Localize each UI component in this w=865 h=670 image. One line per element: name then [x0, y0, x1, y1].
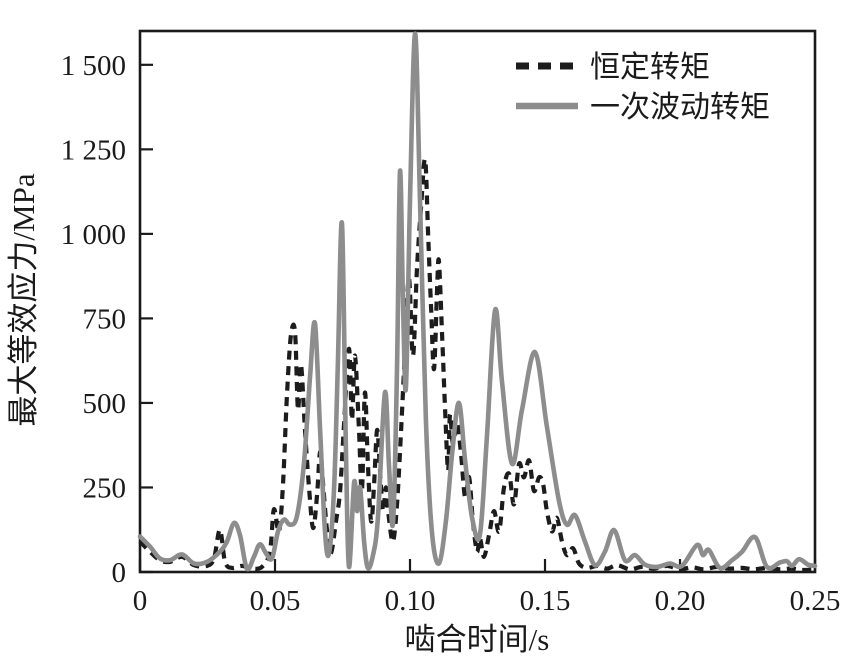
y-axis-title: 最大等效应力/MPa [6, 173, 41, 426]
axes-layer: 0 0.05 0.10 0.15 0.20 0.25 0 250 500 750 1 000 1 25… [61, 29, 841, 617]
y-tick-label: 1 500 [61, 50, 126, 82]
y-tick-label: 0 [112, 557, 127, 589]
x-tick-label: 0 [133, 585, 148, 617]
x-tick-label: 0.10 [385, 585, 436, 617]
y-tick-label: 250 [83, 472, 127, 504]
legend: 恒定转矩 一次波动转矩 [516, 51, 770, 124]
plot-border [138, 29, 817, 574]
x-tick-label: 0.15 [520, 585, 571, 617]
y-tick-label: 1 000 [61, 219, 126, 251]
series-line-constant-torque [138, 157, 816, 573]
series-layer [137, 31, 818, 573]
x-axis-title: 啮合时间/s [405, 622, 550, 657]
y-tick-label: 750 [83, 303, 127, 335]
y-tick-label: 1 250 [61, 134, 126, 166]
series-line-fluctuating-torque [137, 31, 818, 572]
y-tick-label: 500 [83, 388, 127, 420]
legend-label-constant-torque: 恒定转矩 [590, 51, 710, 84]
legend-label-fluctuating-torque: 一次波动转矩 [590, 91, 770, 124]
x-tick-label: 0.25 [790, 585, 841, 617]
x-tick-label: 0.05 [250, 585, 301, 617]
x-tick-label: 0.20 [655, 585, 706, 617]
